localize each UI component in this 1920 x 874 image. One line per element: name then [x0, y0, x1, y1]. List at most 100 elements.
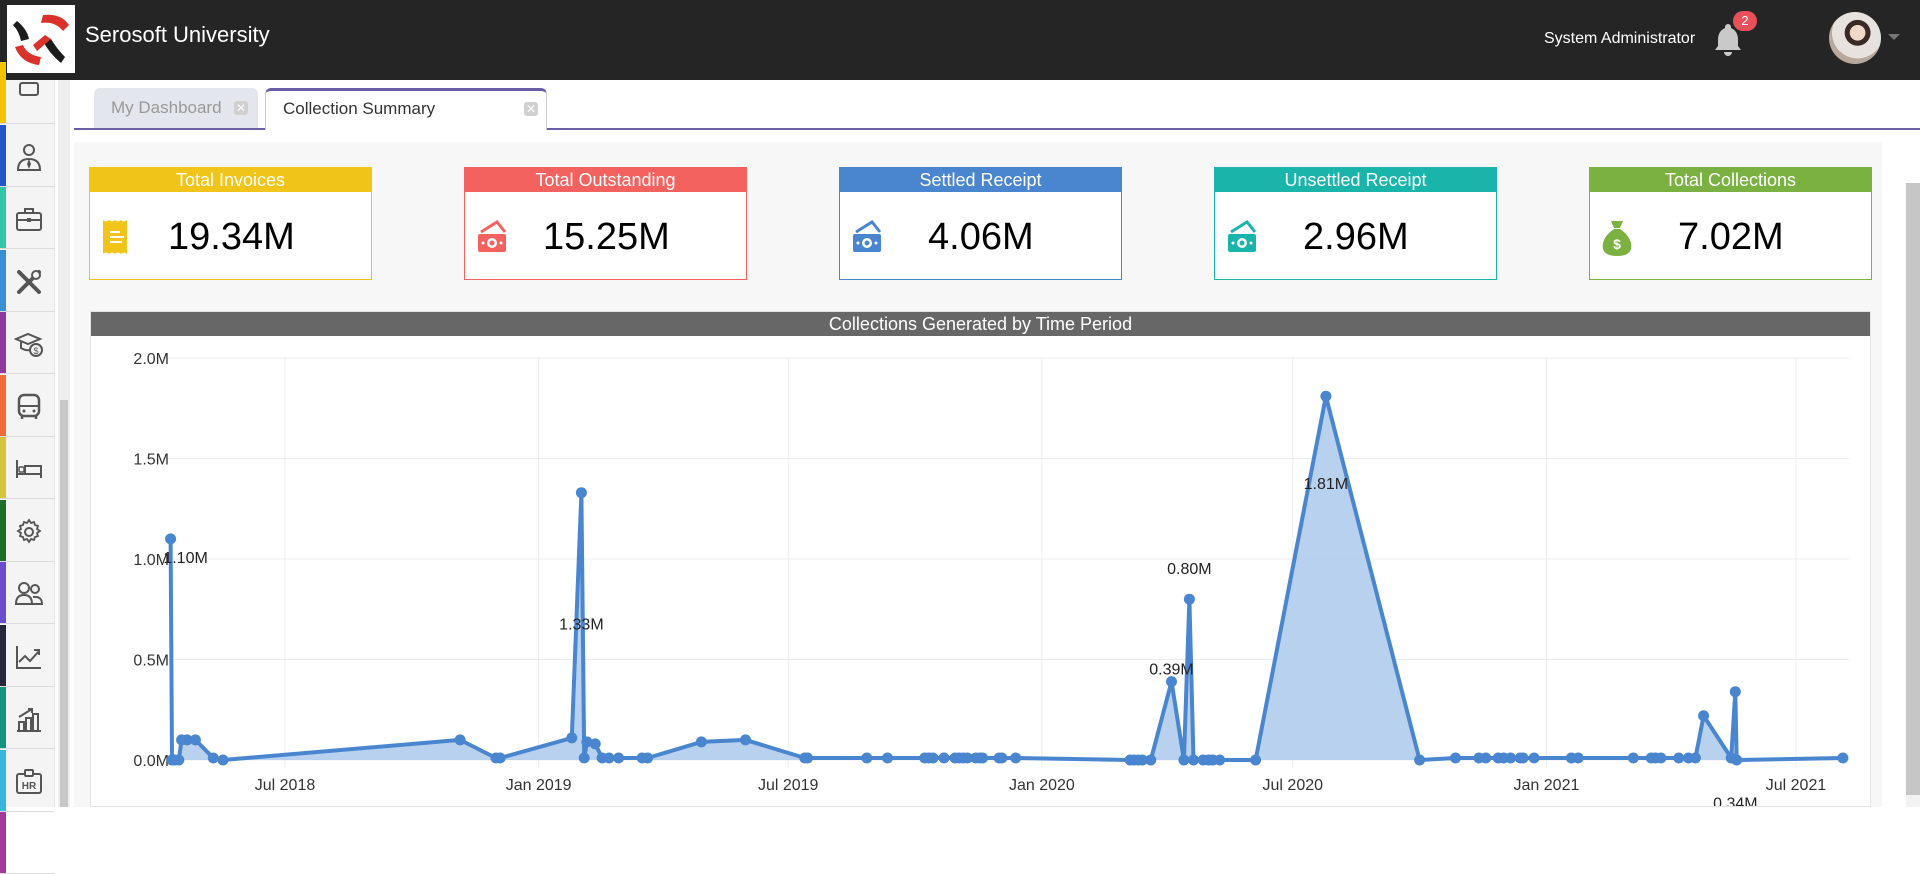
- sidebar-stripe: [0, 812, 6, 873]
- card-title: Total Collections: [1590, 168, 1871, 192]
- data-point: [603, 752, 615, 764]
- sidebar-stripe: [0, 749, 6, 811]
- chart-title: Collections Generated by Time Period: [91, 312, 1870, 336]
- sidebar-item-bus[interactable]: [0, 374, 54, 437]
- data-point: [1320, 390, 1332, 402]
- svg-text:$: $: [33, 346, 38, 356]
- sidebar-item-user-tie[interactable]: [0, 124, 54, 187]
- sidebar-item-line-chart[interactable]: [0, 624, 54, 687]
- data-point: [802, 752, 813, 764]
- bar-chart-icon: [17, 708, 41, 732]
- summary-card-total-outstanding[interactable]: Total Outstanding 15.25M: [464, 167, 747, 280]
- sidebar-item-gear[interactable]: [0, 499, 54, 562]
- data-point: [1528, 752, 1540, 764]
- bell-icon[interactable]: [1714, 22, 1742, 56]
- gear-icon: [16, 517, 42, 544]
- sidebar-stripe: [0, 312, 6, 373]
- data-label: 1.10M: [163, 550, 207, 567]
- data-point: [1731, 754, 1743, 766]
- sidebar-item-dashboard[interactable]: [0, 62, 54, 124]
- sidebar: $ HR: [0, 62, 55, 874]
- card-title: Total Outstanding: [465, 168, 746, 192]
- y-tick-label: 0.0M: [133, 753, 169, 770]
- dashboard-icon: [19, 82, 39, 96]
- chevron-down-icon[interactable]: [1888, 34, 1900, 40]
- sidebar-stripe: [0, 187, 6, 248]
- collections-area-chart: 0.0M 0.5M 1.0M 1.5M 2.0M Jul 2018 Jan 2019 Jul …: [133, 351, 1849, 806]
- sidebar-item-users[interactable]: [0, 562, 54, 624]
- tab-label: Collection Summary: [283, 99, 436, 118]
- data-point: [1183, 593, 1195, 605]
- page-scrollbar[interactable]: [1906, 183, 1920, 807]
- sidebar-item-bed[interactable]: [0, 437, 54, 499]
- cash-icon: [853, 220, 882, 252]
- data-point: [642, 752, 654, 764]
- summary-card-total-collections[interactable]: Total Collections $7.02M: [1589, 167, 1872, 280]
- data-point: [1178, 754, 1190, 766]
- sidebar-item-hr-badge[interactable]: HR: [0, 749, 54, 812]
- x-tick-label: Jul 2018: [255, 777, 316, 794]
- series-line: [168, 394, 1843, 762]
- sidebar-item-briefcase[interactable]: [0, 187, 54, 249]
- data-point: [1517, 752, 1529, 764]
- data-point: [165, 533, 177, 545]
- sidebar-stripe: [0, 374, 6, 436]
- sidebar-stripe: [0, 437, 6, 498]
- cash-icon: [1228, 220, 1257, 252]
- sidebar-scrollbar-thumb[interactable]: [60, 400, 68, 807]
- tools-icon: [17, 269, 41, 294]
- data-point: [1505, 752, 1517, 764]
- user-name[interactable]: System Administrator: [1544, 30, 1696, 47]
- user-avatar[interactable]: [1829, 12, 1881, 64]
- close-icon[interactable]: ✕: [234, 101, 248, 115]
- data-point: [1166, 676, 1177, 688]
- receipt-icon: [103, 220, 127, 254]
- data-point: [173, 754, 185, 766]
- x-tick-label: Jan 2020: [1009, 777, 1075, 794]
- close-icon[interactable]: ✕: [524, 102, 538, 116]
- data-point: [882, 752, 893, 764]
- data-point: [494, 752, 506, 764]
- notification-badge[interactable]: 2: [1733, 11, 1757, 31]
- graduation-fee-icon: $: [14, 332, 43, 357]
- tab-collection-summary[interactable]: Collection Summary ✕: [265, 88, 547, 130]
- data-point: [1188, 754, 1199, 766]
- data-point: [1414, 754, 1426, 766]
- data-label: 1.81M: [1304, 476, 1348, 493]
- card-value: 19.34M: [168, 216, 295, 258]
- y-tick-label: 0.5M: [133, 653, 169, 670]
- data-point: [1673, 752, 1685, 764]
- data-point: [1837, 752, 1849, 764]
- card-value: 2.96M: [1303, 216, 1409, 258]
- sidebar-stripe: [0, 624, 6, 686]
- summary-card-unsettled-receipt[interactable]: Unsettled Receipt 2.96M: [1214, 167, 1497, 280]
- card-title: Settled Receipt: [840, 168, 1121, 192]
- sidebar-stripe: [0, 562, 6, 623]
- x-tick-label: Jul 2021: [1766, 777, 1827, 794]
- sidebar-stripe: [0, 687, 6, 748]
- sidebar-item-graduation-fee[interactable]: $: [0, 312, 54, 374]
- data-point: [1572, 752, 1584, 764]
- briefcase-icon: [16, 208, 42, 231]
- summary-card-settled-receipt[interactable]: Settled Receipt 4.06M: [839, 167, 1122, 280]
- sidebar-scrollbar[interactable]: [58, 80, 70, 807]
- cash-icon: [478, 220, 507, 252]
- sidebar-item-more[interactable]: [0, 812, 54, 874]
- page-scrollbar-thumb[interactable]: [1906, 183, 1920, 795]
- data-point: [961, 752, 973, 764]
- card-title: Unsettled Receipt: [1215, 168, 1496, 192]
- sidebar-item-bar-chart[interactable]: [0, 687, 54, 749]
- tab-my-dashboard[interactable]: My Dashboard ✕: [94, 88, 258, 128]
- serosoft-logo-icon[interactable]: [7, 5, 75, 73]
- sidebar-stripe: [0, 499, 6, 561]
- data-point: [740, 734, 751, 746]
- y-tick-label: 1.5M: [133, 452, 169, 469]
- money-bag-icon: $: [1602, 221, 1632, 256]
- data-point: [181, 734, 193, 746]
- sidebar-item-tools[interactable]: [0, 249, 54, 312]
- data-point: [1010, 752, 1022, 764]
- data-point: [695, 736, 707, 748]
- summary-card-total-invoices[interactable]: Total Invoices 19.34M: [89, 167, 372, 280]
- svg-text:$: $: [1613, 236, 1621, 252]
- data-point: [217, 754, 229, 766]
